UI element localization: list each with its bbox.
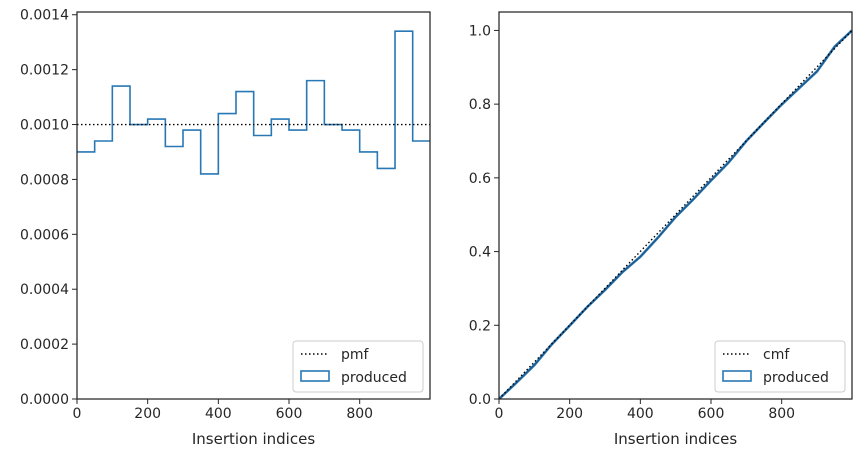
cmf-reference-line xyxy=(499,29,852,399)
y-tick-label: 0.0010 xyxy=(20,118,69,134)
y-tick-label: 0.0000 xyxy=(20,392,69,408)
legend-produced-label: produced xyxy=(341,370,407,386)
y-tick-label: 0.2 xyxy=(469,318,491,334)
x-tick-label: 600 xyxy=(276,406,303,422)
x-tick-label: 800 xyxy=(768,406,795,422)
legend-produced-label: produced xyxy=(763,370,829,386)
x-tick-label: 400 xyxy=(627,406,654,422)
y-tick-label: 1.0 xyxy=(469,23,491,39)
cmf-panel: 0 200 400 600 800 0.0 0.2 0.4 0.6 0.8 1.0 Insertion… xyxy=(469,11,853,448)
x-tick-label: 200 xyxy=(134,406,161,422)
legend-pmf-label: pmf xyxy=(341,347,370,363)
x-tick-label: 0 xyxy=(73,406,82,422)
axes-frame xyxy=(498,11,853,400)
x-axis-label: Insertion indices xyxy=(614,430,737,448)
x-tick-label: 600 xyxy=(698,406,725,422)
y-tick-label: 0.4 xyxy=(469,245,491,261)
legend-cmf-label: cmf xyxy=(763,347,790,363)
x-tick-label: 800 xyxy=(346,406,373,422)
y-tick-label: 0.0006 xyxy=(20,227,69,243)
produced-histogram-step xyxy=(77,30,430,175)
legend-produced-swatch xyxy=(722,370,752,382)
y-tick-label: 0.0012 xyxy=(20,63,69,79)
plot-area xyxy=(499,29,852,399)
x-tick-label: 0 xyxy=(495,406,504,422)
x-axis-label: Insertion indices xyxy=(192,430,315,448)
axes-frame xyxy=(76,11,431,400)
y-tick-label: 0.0 xyxy=(469,392,491,408)
y-tick-label: 0.0014 xyxy=(20,8,69,24)
y-tick-label: 0.8 xyxy=(469,97,491,113)
pmf-histogram-panel: 0 200 400 600 800 0.0000 0.0002 0.0004 0.0006 0.0… xyxy=(20,8,431,448)
y-tick-label: 0.0008 xyxy=(20,172,69,188)
x-tick-label: 400 xyxy=(205,406,232,422)
y-tick-label: 0.0004 xyxy=(20,282,69,298)
legend-produced-swatch xyxy=(300,370,330,382)
x-tick-label: 200 xyxy=(556,406,583,422)
plot-area xyxy=(77,30,430,175)
y-tick-label: 0.6 xyxy=(469,171,491,187)
y-tick-label: 0.0002 xyxy=(20,337,69,353)
